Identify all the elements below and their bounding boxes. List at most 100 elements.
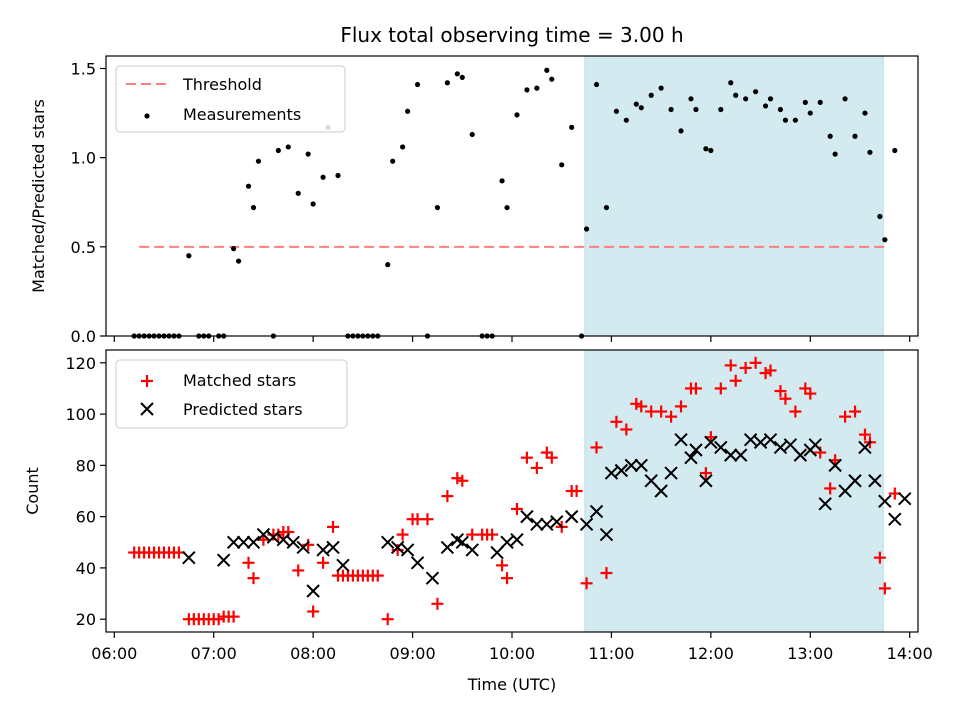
predicted-stars-point: [599, 527, 614, 542]
predicted-stars-point: [510, 533, 524, 547]
matched-stars-point: [635, 400, 648, 413]
predicted-stars-point: [773, 440, 788, 455]
y-tick-label: 0.0: [71, 327, 96, 346]
x-tick-label: 06:00: [91, 644, 137, 663]
x-tick-label: 12:00: [688, 644, 734, 663]
predicted-stars-point: [888, 512, 902, 526]
measurement-point: [534, 85, 540, 91]
measurement-point: [305, 151, 311, 157]
measurement-point: [295, 190, 301, 196]
measurement-point: [668, 106, 674, 113]
measurement-point: [693, 106, 699, 113]
measurement-point: [728, 80, 734, 86]
predicted-stars-point: [579, 517, 594, 532]
predicted-stars-point: [689, 443, 703, 457]
measurement-point: [400, 144, 406, 150]
predicted-stars-point: [216, 553, 231, 567]
predicted-stars-point: [276, 533, 291, 547]
top-y-axis-label: Matched/Predicted stars: [29, 99, 48, 293]
measurement-point: [877, 213, 883, 220]
measurement-point: [335, 172, 341, 179]
matched-stars-point: [441, 490, 454, 503]
y-tick-label: 100: [65, 405, 96, 424]
predicted-stars-point: [793, 448, 808, 462]
top-panel-frame: [105, 55, 919, 337]
predicted-stars-point: [410, 556, 425, 570]
matched-stars-point: [496, 559, 509, 572]
predicted-stars-point: [898, 491, 912, 506]
x-tick-label: 10:00: [489, 644, 535, 663]
measurement-point: [504, 204, 510, 211]
predicted-stars-point: [256, 527, 271, 542]
predicted-stars-point: [400, 543, 415, 557]
measurement-point: [186, 253, 192, 259]
predicted-stars-point: [838, 484, 852, 498]
y-tick-label: 40: [76, 559, 96, 578]
x-tick-label: 11:00: [588, 644, 634, 663]
legend-matched-label: Matched stars: [183, 371, 296, 390]
matched-stars-point: [545, 451, 558, 464]
measurement-point: [678, 128, 684, 134]
x-tick-label: 08:00: [290, 644, 336, 663]
matched-stars-point: [620, 423, 633, 436]
measurement-point: [434, 204, 441, 211]
matched-stars-point: [501, 572, 514, 585]
matched-stars-point: [570, 485, 583, 497]
matched-stars-point: [774, 385, 787, 398]
predicted-stars-point: [828, 458, 842, 473]
measurement-point: [310, 201, 316, 207]
predicted-stars-point: [246, 535, 261, 549]
matched-stars-point: [764, 364, 777, 377]
matched-stars-point: [590, 441, 603, 454]
matched-stars-point: [530, 461, 543, 474]
measurement-point: [613, 108, 620, 114]
y-tick-label: 0.5: [71, 238, 96, 257]
measurement-point: [583, 226, 590, 232]
bottom-x-axis-ticks: 06:00 07:00 08:00 09:00 10:00 11:00 12:00 13:00…: [91, 632, 933, 663]
matched-stars-point: [227, 610, 240, 623]
measurement-point: [469, 131, 475, 138]
predicted-stars-point: [266, 530, 281, 544]
matched-stars-point: [689, 382, 702, 395]
predicted-stars-point: [564, 509, 579, 524]
measurement-point: [867, 149, 873, 155]
measurement-point: [549, 76, 555, 82]
predicted-stars-point: [490, 545, 504, 560]
measurement-point: [842, 96, 848, 102]
predicted-stars-point: [818, 497, 832, 511]
bottom-points: [128, 356, 912, 626]
measurement-point: [250, 204, 257, 211]
matched-stars-point: [675, 400, 688, 413]
predicted-stars-point: [783, 438, 798, 452]
measurement-point: [633, 101, 639, 107]
predicted-stars-point: [425, 571, 440, 585]
measurement-point: [802, 99, 808, 105]
predicted-stars-point: [868, 474, 882, 488]
matched-stars-point: [307, 605, 320, 618]
matched-stars-point: [456, 474, 469, 487]
predicted-stars-point: [336, 558, 350, 573]
measurement-point: [762, 103, 769, 109]
matched-stars-point: [839, 410, 852, 423]
measurement-point: [832, 151, 838, 157]
x-tick-label: 07:00: [191, 644, 237, 663]
matched-stars-point: [699, 467, 712, 480]
measurement-point: [390, 158, 396, 164]
bottom-panel-frame: [105, 349, 919, 633]
legend-matched-swatch: [141, 375, 153, 387]
matched-stars-point: [317, 556, 330, 569]
matched-stars-point: [878, 582, 891, 595]
matched-stars-point: [371, 569, 384, 582]
matched-stars-point: [396, 528, 409, 541]
measurement-point: [648, 92, 654, 98]
matched-stars-point: [873, 551, 886, 564]
predicted-stars-point: [733, 448, 748, 462]
predicted-stars-point: [848, 474, 862, 488]
bottom-legend-box: [115, 359, 348, 429]
matched-stars-point: [665, 410, 678, 423]
measurement-point: [459, 74, 465, 81]
matched-stars-point: [779, 392, 792, 405]
predicted-stars-point: [654, 484, 668, 498]
measurement-point: [817, 99, 823, 105]
